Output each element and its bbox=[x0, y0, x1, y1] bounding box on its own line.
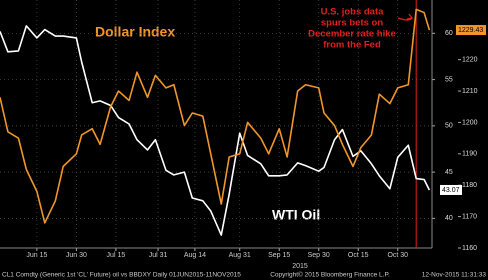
y2-tick-label: 1200 bbox=[462, 119, 478, 126]
last-value-label: 43.07 bbox=[442, 187, 460, 194]
y2-tick-label: 1210 bbox=[462, 88, 478, 95]
y2-tick-label: 1190 bbox=[462, 151, 477, 158]
x-tick-label: Oct 30 bbox=[387, 252, 408, 259]
last-value-box bbox=[456, 25, 486, 36]
x-tick-label: Jul 31 bbox=[149, 252, 168, 259]
x-tick-label: Aug 31 bbox=[229, 252, 251, 259]
annotation: spurs bets on bbox=[321, 18, 383, 29]
x-tick-label: Sep 30 bbox=[308, 252, 330, 259]
y-tick-label: 60 bbox=[445, 30, 453, 37]
footer-right: 12-Nov-2015 11:31:33 bbox=[422, 272, 487, 279]
x-tick-label: Sep 15 bbox=[268, 252, 290, 259]
series-line bbox=[0, 8, 431, 224]
y-tick-label: 50 bbox=[445, 123, 453, 130]
x-tick-label: Jun 30 bbox=[66, 252, 87, 259]
x-tick-label: Jun 15 bbox=[26, 252, 47, 259]
last-value-label: 1229.43 bbox=[458, 27, 483, 34]
y-tick-label: 45 bbox=[445, 169, 453, 176]
series-line bbox=[0, 25, 431, 236]
annotation: December rate hike bbox=[308, 29, 396, 40]
y-tick-label: 40 bbox=[445, 215, 453, 222]
y-tick-label: 55 bbox=[445, 76, 453, 83]
chart-title: Dollar Index bbox=[95, 24, 175, 40]
footer-left: CL1 Comdty (Generic 1st 'CL' Future) oil… bbox=[2, 272, 241, 279]
annotation-arrow bbox=[397, 13, 414, 21]
x-tick-label: Jul 15 bbox=[107, 252, 126, 259]
annotation: from the Fed bbox=[323, 40, 381, 51]
y2-tick-label: 1180 bbox=[462, 182, 477, 189]
annotation: U.S. jobs data bbox=[321, 7, 385, 18]
y2-tick-label: 1220 bbox=[462, 56, 478, 63]
last-value-box bbox=[440, 184, 462, 195]
x-axis-year: 2015 bbox=[292, 263, 308, 270]
y2-tick-label: 1170 bbox=[462, 213, 477, 220]
footer-center: Copyright© 2015 Bloomberg Finance L.P. bbox=[270, 271, 390, 279]
x-tick-label: Oct 15 bbox=[348, 252, 369, 259]
x-tick-label: Aug 14 bbox=[184, 252, 206, 259]
y2-tick-label: 1160 bbox=[462, 245, 477, 252]
